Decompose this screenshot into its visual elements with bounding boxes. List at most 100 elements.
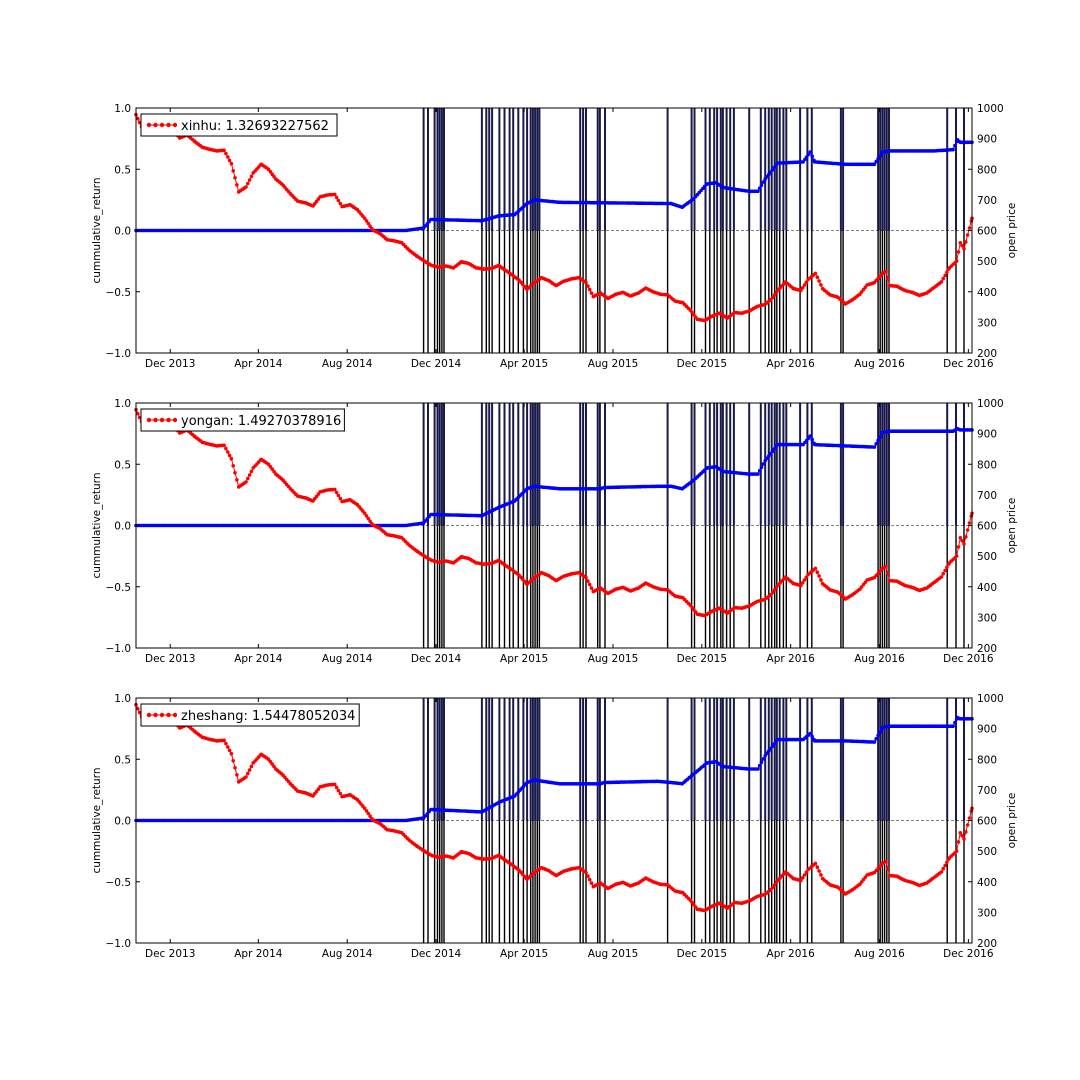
series-point bbox=[954, 849, 959, 853]
y-tick-label: −1.0 bbox=[106, 348, 132, 360]
x-tick-label: Aug 2015 bbox=[588, 358, 639, 370]
series-point bbox=[229, 751, 234, 756]
series-point bbox=[246, 771, 250, 776]
x-tick-label: Apr 2014 bbox=[234, 653, 283, 665]
series-point bbox=[334, 785, 339, 790]
series-point bbox=[586, 284, 590, 288]
x-tick-label: Aug 2015 bbox=[588, 653, 639, 665]
series-point bbox=[587, 582, 592, 587]
series-line bbox=[136, 716, 972, 821]
y-tick-label: 0.0 bbox=[114, 816, 131, 828]
series-point bbox=[137, 710, 142, 715]
legend-swatch-point bbox=[166, 712, 171, 718]
x-tick-label: Dec 2015 bbox=[677, 358, 727, 370]
series-point bbox=[756, 472, 760, 476]
y-tick-label: 0.0 bbox=[114, 521, 131, 533]
series-point bbox=[235, 183, 239, 187]
series-point bbox=[819, 578, 823, 582]
series-point bbox=[771, 590, 775, 595]
series-point bbox=[587, 877, 592, 882]
series-point bbox=[956, 840, 961, 844]
y-right-tick-label: 200 bbox=[977, 938, 997, 950]
series-point bbox=[800, 876, 805, 880]
x-tick-label: Dec 2013 bbox=[145, 653, 195, 665]
series-point bbox=[366, 221, 371, 226]
series-point bbox=[965, 823, 970, 827]
y-right-tick-label: 700 bbox=[977, 490, 997, 502]
series-point bbox=[939, 575, 944, 579]
series-point bbox=[266, 757, 271, 762]
trade-markers bbox=[422, 108, 965, 353]
series-point bbox=[235, 773, 239, 777]
series-line bbox=[135, 704, 973, 912]
series-point bbox=[224, 151, 228, 156]
series-point bbox=[953, 720, 957, 725]
series-point bbox=[272, 174, 276, 179]
y-right-axis-label: open price bbox=[1006, 793, 1018, 849]
series-point bbox=[270, 467, 275, 471]
series-line bbox=[136, 428, 972, 526]
series-point bbox=[808, 731, 813, 736]
series-point bbox=[586, 874, 590, 878]
series-point bbox=[872, 162, 877, 167]
series-point bbox=[584, 575, 588, 580]
series-point bbox=[249, 469, 254, 474]
y-tick-label: −0.5 bbox=[106, 287, 132, 299]
series-point bbox=[756, 767, 760, 771]
y-right-tick-label: 1000 bbox=[977, 398, 1004, 410]
series-point bbox=[226, 745, 230, 749]
series-point bbox=[967, 521, 972, 525]
series-point bbox=[757, 763, 762, 768]
series-1 bbox=[134, 715, 974, 823]
series-point bbox=[945, 860, 949, 865]
series-point bbox=[136, 411, 140, 416]
y-right-tick-label: 500 bbox=[977, 256, 997, 268]
x-tick-label: Dec 2016 bbox=[943, 948, 994, 960]
series-point bbox=[878, 154, 882, 158]
x-tick-label: Dec 2016 bbox=[943, 358, 994, 370]
series-point bbox=[802, 283, 807, 287]
series-point bbox=[227, 748, 232, 753]
legend-swatch-point bbox=[172, 417, 178, 423]
series-point bbox=[249, 764, 254, 769]
series-point bbox=[876, 733, 880, 738]
series-point bbox=[774, 290, 779, 295]
series-point bbox=[589, 586, 594, 590]
series-point bbox=[761, 757, 766, 761]
series-point bbox=[945, 270, 949, 275]
x-tick-label: Dec 2016 bbox=[943, 653, 994, 665]
legend-swatch-point bbox=[159, 712, 165, 718]
y-right-tick-label: 900 bbox=[977, 429, 997, 441]
series-point bbox=[759, 465, 764, 470]
series-point bbox=[774, 585, 779, 590]
series-point bbox=[817, 574, 821, 578]
series-point bbox=[364, 514, 369, 518]
legend-swatch-point bbox=[153, 417, 158, 423]
series-point bbox=[224, 741, 228, 746]
series-point bbox=[804, 280, 809, 285]
series-point bbox=[808, 434, 813, 438]
series-point bbox=[945, 565, 949, 570]
series-point bbox=[951, 724, 955, 728]
series-point bbox=[813, 566, 818, 571]
y-tick-label: 0.5 bbox=[114, 459, 131, 471]
series-line bbox=[135, 114, 973, 322]
series-point bbox=[813, 861, 818, 866]
series-point bbox=[366, 811, 371, 816]
y-tick-label: −1.0 bbox=[106, 643, 132, 655]
y-right-tick-label: 400 bbox=[977, 582, 997, 594]
series-point bbox=[231, 169, 235, 173]
y-right-tick-label: 700 bbox=[977, 195, 997, 207]
series-point bbox=[222, 443, 226, 448]
y-right-tick-label: 200 bbox=[977, 643, 997, 655]
series-point bbox=[884, 859, 888, 864]
series-point bbox=[886, 571, 890, 576]
x-tick-label: Apr 2016 bbox=[767, 653, 816, 665]
y-tick-label: 0.5 bbox=[114, 164, 131, 176]
series-2 bbox=[134, 407, 974, 618]
y-right-tick-label: 300 bbox=[977, 907, 997, 919]
series-point bbox=[366, 516, 371, 521]
series-point bbox=[965, 233, 970, 237]
series-point bbox=[249, 174, 254, 179]
y-right-axis-label: open price bbox=[1006, 498, 1018, 554]
